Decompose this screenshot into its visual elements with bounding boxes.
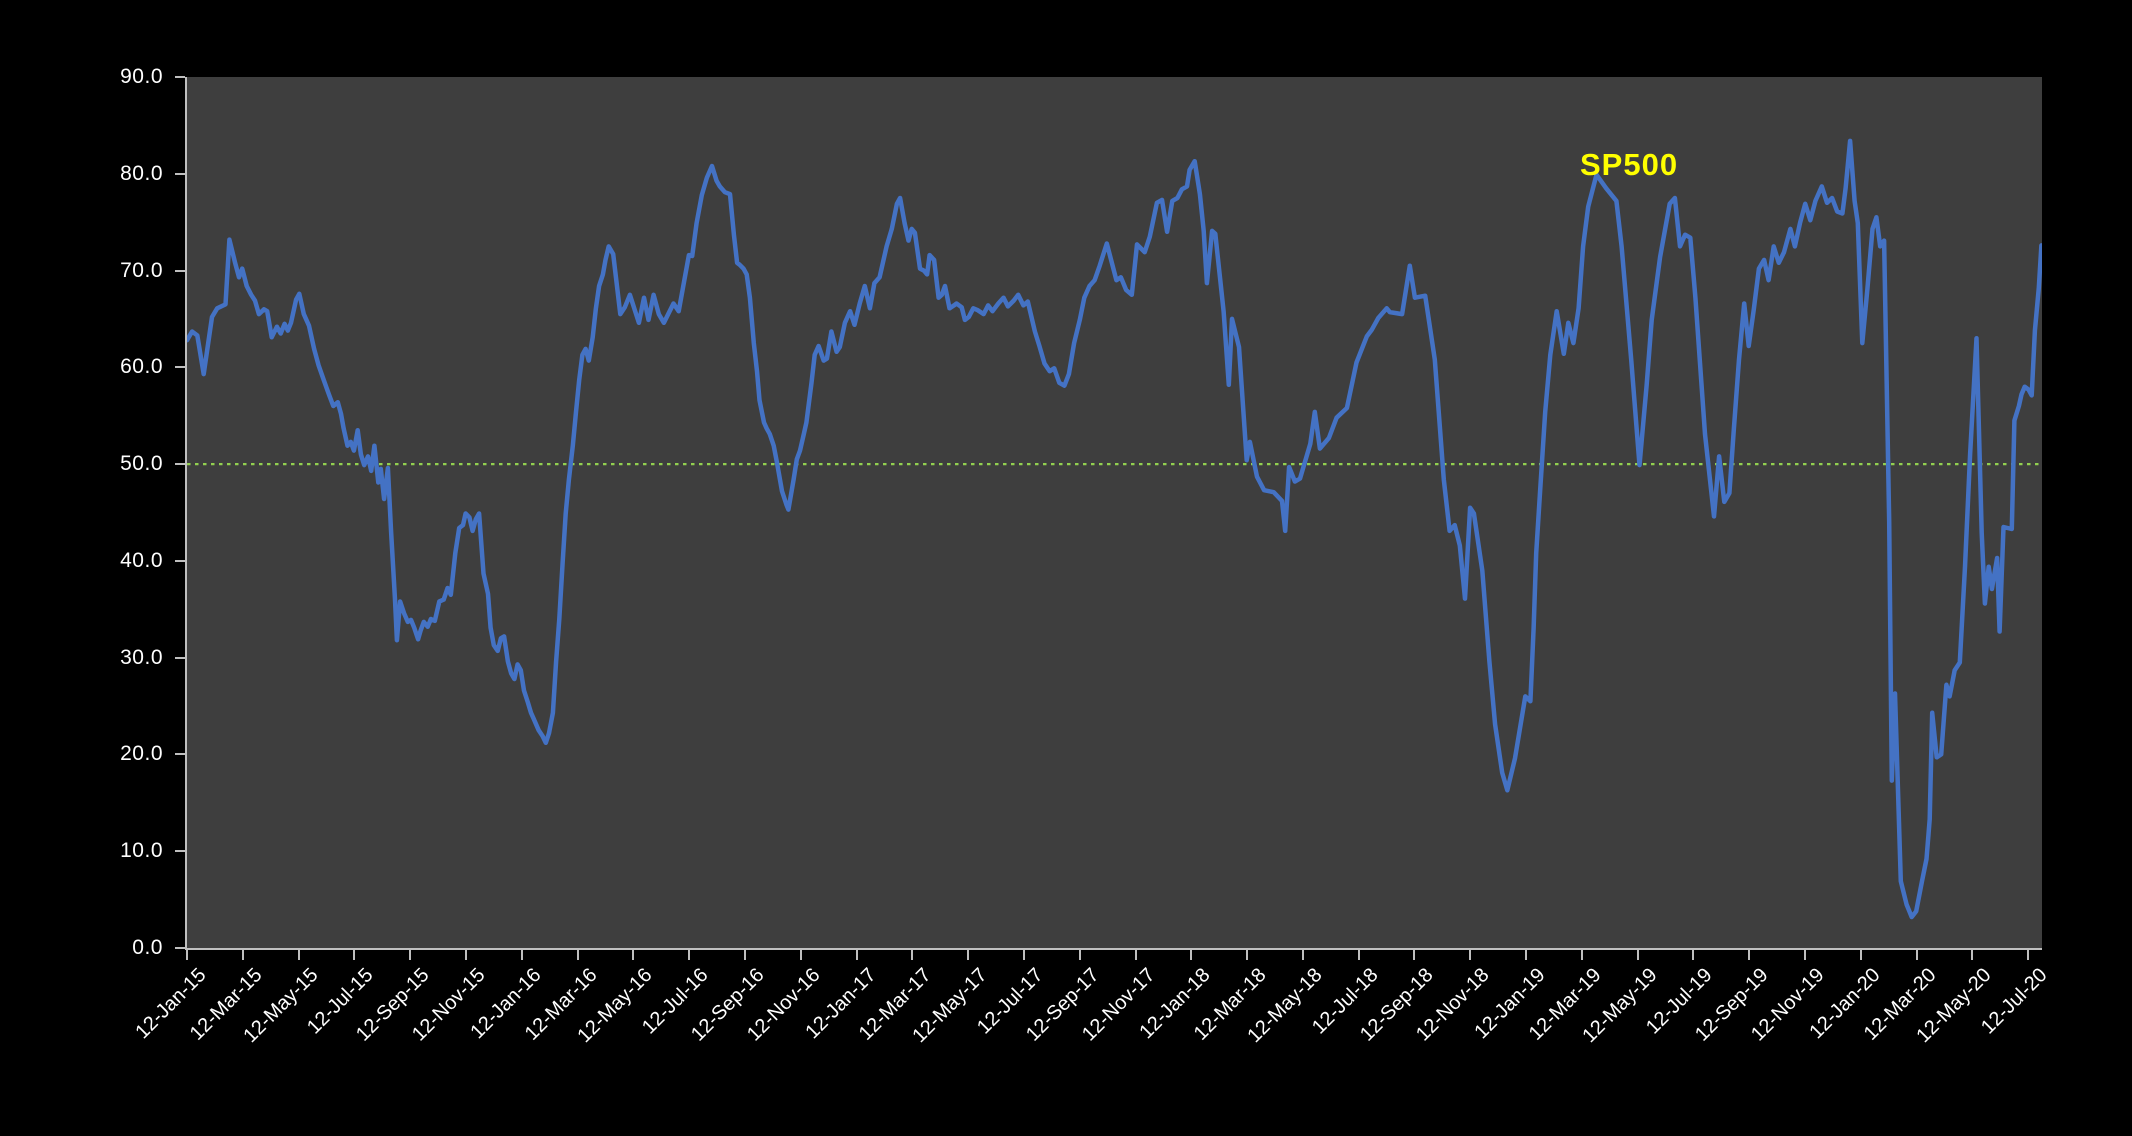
- x-axis-tick: [464, 950, 467, 960]
- x-axis-tick: [1469, 950, 1472, 960]
- x-axis-tick: [1413, 950, 1416, 960]
- y-axis-tick: [175, 172, 185, 175]
- y-axis-tick: [175, 366, 185, 369]
- x-axis-tick: [1357, 950, 1360, 960]
- x-axis-tick: [2027, 950, 2030, 960]
- y-axis-label: 50.0: [120, 452, 163, 476]
- sp500-series-line: [187, 138, 2042, 920]
- y-axis-tick: [175, 656, 185, 659]
- x-axis-tick: [297, 950, 300, 960]
- x-axis-tick: [911, 950, 914, 960]
- x-axis-tick: [1748, 950, 1751, 960]
- x-axis-tick: [1525, 950, 1528, 960]
- x-axis-tick: [186, 950, 188, 960]
- x-axis-tick: [1190, 950, 1193, 960]
- x-axis-tick: [1915, 950, 1918, 960]
- x-axis-tick: [1134, 950, 1137, 960]
- y-axis-tick: [175, 850, 185, 853]
- y-axis-tick: [175, 269, 185, 272]
- x-axis-tick: [855, 950, 858, 960]
- y-axis-label: 80.0: [120, 161, 163, 185]
- y-axis-tick: [175, 76, 185, 78]
- x-axis-tick: [1301, 950, 1304, 960]
- y-axis-tick: [175, 753, 185, 756]
- x-axis-tick: [1078, 950, 1081, 960]
- sp500-line-chart: [187, 138, 2042, 920]
- x-axis-tick: [1636, 950, 1639, 960]
- x-axis-tick: [241, 950, 244, 960]
- y-axis-label: 70.0: [120, 258, 163, 282]
- x-axis-tick: [1859, 950, 1862, 960]
- plot-area: SP500: [175, 76, 2042, 960]
- series-label-sp500: SP500: [1580, 147, 1679, 182]
- x-axis-tick: [743, 950, 746, 960]
- x-axis-tick: [1580, 950, 1583, 960]
- x-axis-tick: [967, 950, 970, 960]
- x-axis-tick: [688, 950, 691, 960]
- x-axis-tick: [1804, 950, 1807, 960]
- y-axis-label: 10.0: [120, 839, 163, 863]
- x-axis-tick: [1971, 950, 1974, 960]
- y-axis-label: 60.0: [120, 355, 163, 379]
- y-axis-label: 30.0: [120, 645, 163, 669]
- x-axis-tick: [1246, 950, 1249, 960]
- x-axis-tick: [409, 950, 412, 960]
- x-axis-tick: [1022, 950, 1025, 960]
- y-axis-tick: [175, 947, 185, 949]
- y-axis-label: 20.0: [120, 742, 163, 766]
- x-axis-tick: [799, 950, 802, 960]
- y-axis-tick: [175, 559, 185, 562]
- y-axis-tick: [175, 463, 185, 466]
- x-axis-tick: [632, 950, 635, 960]
- x-axis-tick: [576, 950, 579, 960]
- x-axis-tick: [1692, 950, 1695, 960]
- y-axis-label: 90.0: [120, 65, 163, 88]
- y-axis-label: 0.0: [132, 936, 163, 959]
- y-axis-label: 40.0: [120, 548, 163, 572]
- x-axis-tick: [520, 950, 523, 960]
- x-axis-tick: [353, 950, 356, 960]
